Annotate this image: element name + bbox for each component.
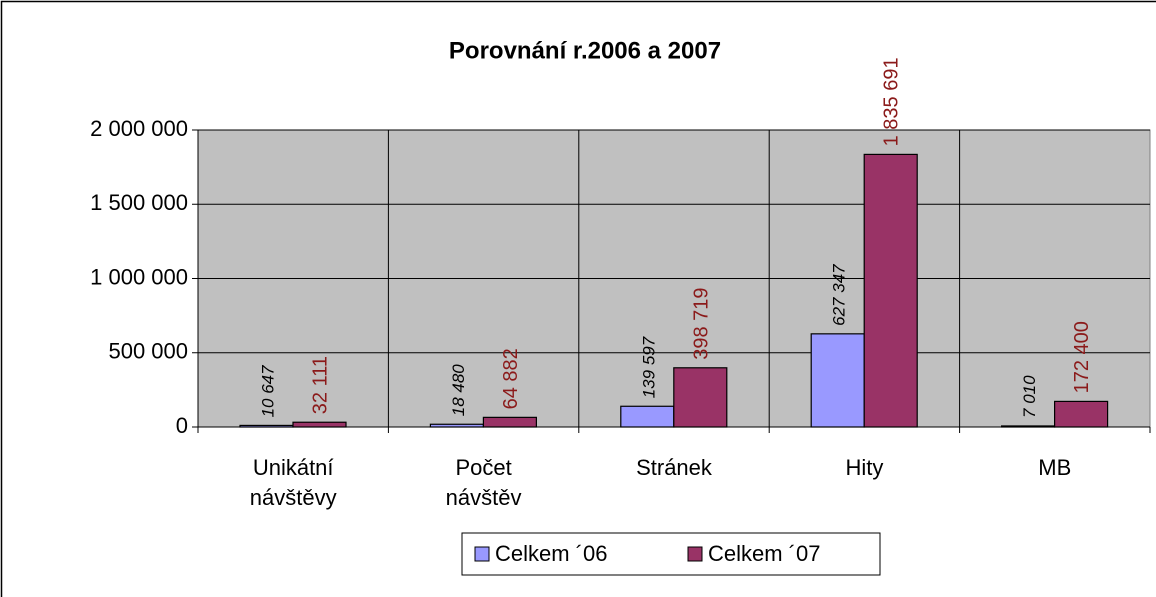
legend-label: Celkem ´06 xyxy=(495,541,607,566)
bar xyxy=(292,421,347,428)
x-tick-label: Unikátní návštěvy xyxy=(250,455,337,510)
y-tick-label: 500 000 xyxy=(108,339,188,364)
bar xyxy=(863,153,918,428)
x-tick-label: Stránek xyxy=(636,455,713,480)
legend-label: Celkem ´07 xyxy=(708,541,820,566)
data-label: 627 347 xyxy=(830,264,849,326)
data-label: 10 647 xyxy=(259,365,278,418)
x-tick-label-line: Stránek xyxy=(636,455,713,480)
data-label: 7 010 xyxy=(1020,375,1039,418)
data-label: 398 719 xyxy=(690,287,712,359)
bar xyxy=(1000,425,1056,428)
x-tick-label: Hity xyxy=(845,455,883,480)
data-label: 139 597 xyxy=(639,336,658,398)
x-tick-label: Počet návštěv xyxy=(446,455,522,510)
y-tick-label: 1 000 000 xyxy=(90,264,188,289)
data-label: 1 835 691 xyxy=(881,57,903,146)
data-label: 64 882 xyxy=(500,348,522,409)
bar xyxy=(620,405,675,428)
data-label: 172 400 xyxy=(1071,321,1093,393)
bar xyxy=(429,423,484,428)
x-tick-label: MB xyxy=(1038,455,1071,480)
bar xyxy=(482,416,537,428)
x-tick-label-line: MB xyxy=(1038,455,1071,480)
x-tick-label-line: Hity xyxy=(845,455,883,480)
x-tick-label-line: návštěvy xyxy=(250,485,337,510)
data-label: 32 111 xyxy=(310,356,332,414)
y-tick-label: 1 500 000 xyxy=(90,190,188,215)
legend-box xyxy=(461,532,881,576)
x-tick-label-line: návštěv xyxy=(446,485,522,510)
bar xyxy=(239,424,294,428)
legend-swatch xyxy=(687,546,703,562)
bar xyxy=(810,333,865,428)
chart-title: Porovnání r.2006 a 2007 xyxy=(449,37,721,64)
y-tick-label: 0 xyxy=(176,413,188,438)
x-tick-label-line: Unikátní xyxy=(253,455,334,480)
bar xyxy=(673,367,728,428)
data-label: 18 480 xyxy=(449,364,468,417)
bar xyxy=(1053,400,1109,428)
legend-swatch xyxy=(474,546,490,562)
y-tick-label: 2 000 000 xyxy=(90,116,188,141)
x-tick-label-line: Počet xyxy=(455,455,511,480)
